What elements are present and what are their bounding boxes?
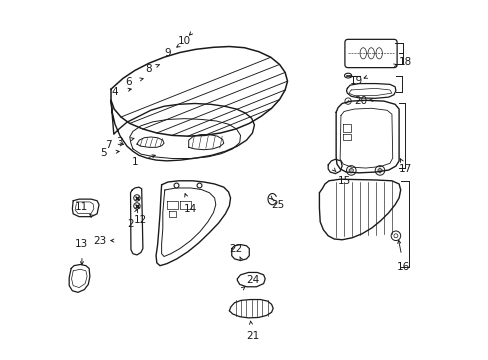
Text: 14: 14 xyxy=(183,204,197,214)
Text: 4: 4 xyxy=(111,87,118,97)
Text: 13: 13 xyxy=(75,239,88,249)
Text: 17: 17 xyxy=(398,164,412,174)
Text: 9: 9 xyxy=(164,48,171,58)
Text: 10: 10 xyxy=(177,36,190,46)
Text: 8: 8 xyxy=(144,64,151,74)
Text: 24: 24 xyxy=(245,275,259,285)
Text: 15: 15 xyxy=(337,176,350,186)
Text: 21: 21 xyxy=(245,331,259,341)
Text: 7: 7 xyxy=(105,140,111,150)
Text: 3: 3 xyxy=(116,137,122,147)
Text: 23: 23 xyxy=(93,235,107,246)
Text: 20: 20 xyxy=(354,96,366,106)
Text: 12: 12 xyxy=(133,215,146,225)
Text: 5: 5 xyxy=(100,148,106,158)
Text: 2: 2 xyxy=(127,219,134,229)
Text: 6: 6 xyxy=(124,77,131,87)
Text: 22: 22 xyxy=(229,243,242,253)
Text: 16: 16 xyxy=(396,262,409,272)
Text: 1: 1 xyxy=(131,157,138,167)
Text: 18: 18 xyxy=(398,58,412,67)
Text: 25: 25 xyxy=(271,200,285,210)
Text: 11: 11 xyxy=(74,202,87,212)
Text: 19: 19 xyxy=(349,76,362,86)
